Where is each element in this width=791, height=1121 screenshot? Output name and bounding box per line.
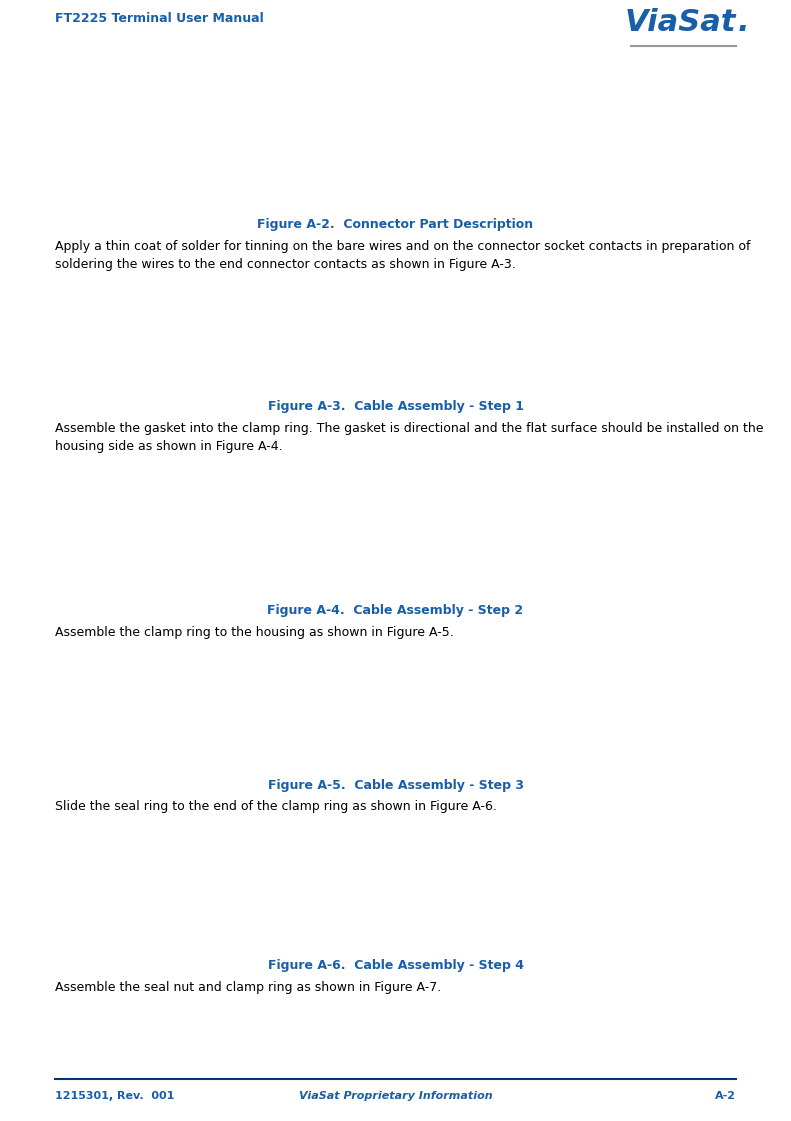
Text: Apply a thin coat of solder for tinning on the bare wires and on the connector s: Apply a thin coat of solder for tinning … (55, 240, 751, 271)
Text: Figure A-2.  Connector Part Description: Figure A-2. Connector Part Description (257, 217, 534, 231)
Text: ViaSat Proprietary Information: ViaSat Proprietary Information (299, 1091, 492, 1101)
Text: Slide the seal ring to the end of the clamp ring as shown in Figure A-6.: Slide the seal ring to the end of the cl… (55, 800, 497, 813)
Text: Assemble the clamp ring to the housing as shown in Figure A-5.: Assemble the clamp ring to the housing a… (55, 626, 454, 639)
Text: A-2: A-2 (715, 1091, 736, 1101)
Text: Assemble the gasket into the clamp ring. The gasket is directional and the flat : Assemble the gasket into the clamp ring.… (55, 421, 763, 453)
Text: 1215301, Rev.  001: 1215301, Rev. 001 (55, 1091, 174, 1101)
Text: Assemble the seal nut and clamp ring as shown in Figure A-7.: Assemble the seal nut and clamp ring as … (55, 981, 441, 994)
Text: Figure A-3.  Cable Assembly - Step 1: Figure A-3. Cable Assembly - Step 1 (267, 400, 524, 413)
Text: FT2225 Terminal User Manual: FT2225 Terminal User Manual (55, 12, 263, 25)
Text: Figure A-5.  Cable Assembly - Step 3: Figure A-5. Cable Assembly - Step 3 (267, 779, 524, 793)
Text: Figure A-6.  Cable Assembly - Step 4: Figure A-6. Cable Assembly - Step 4 (267, 958, 524, 972)
Text: Figure A-4.  Cable Assembly - Step 2: Figure A-4. Cable Assembly - Step 2 (267, 604, 524, 617)
Text: ViaSat: ViaSat (625, 8, 736, 37)
Text: .: . (738, 8, 750, 37)
